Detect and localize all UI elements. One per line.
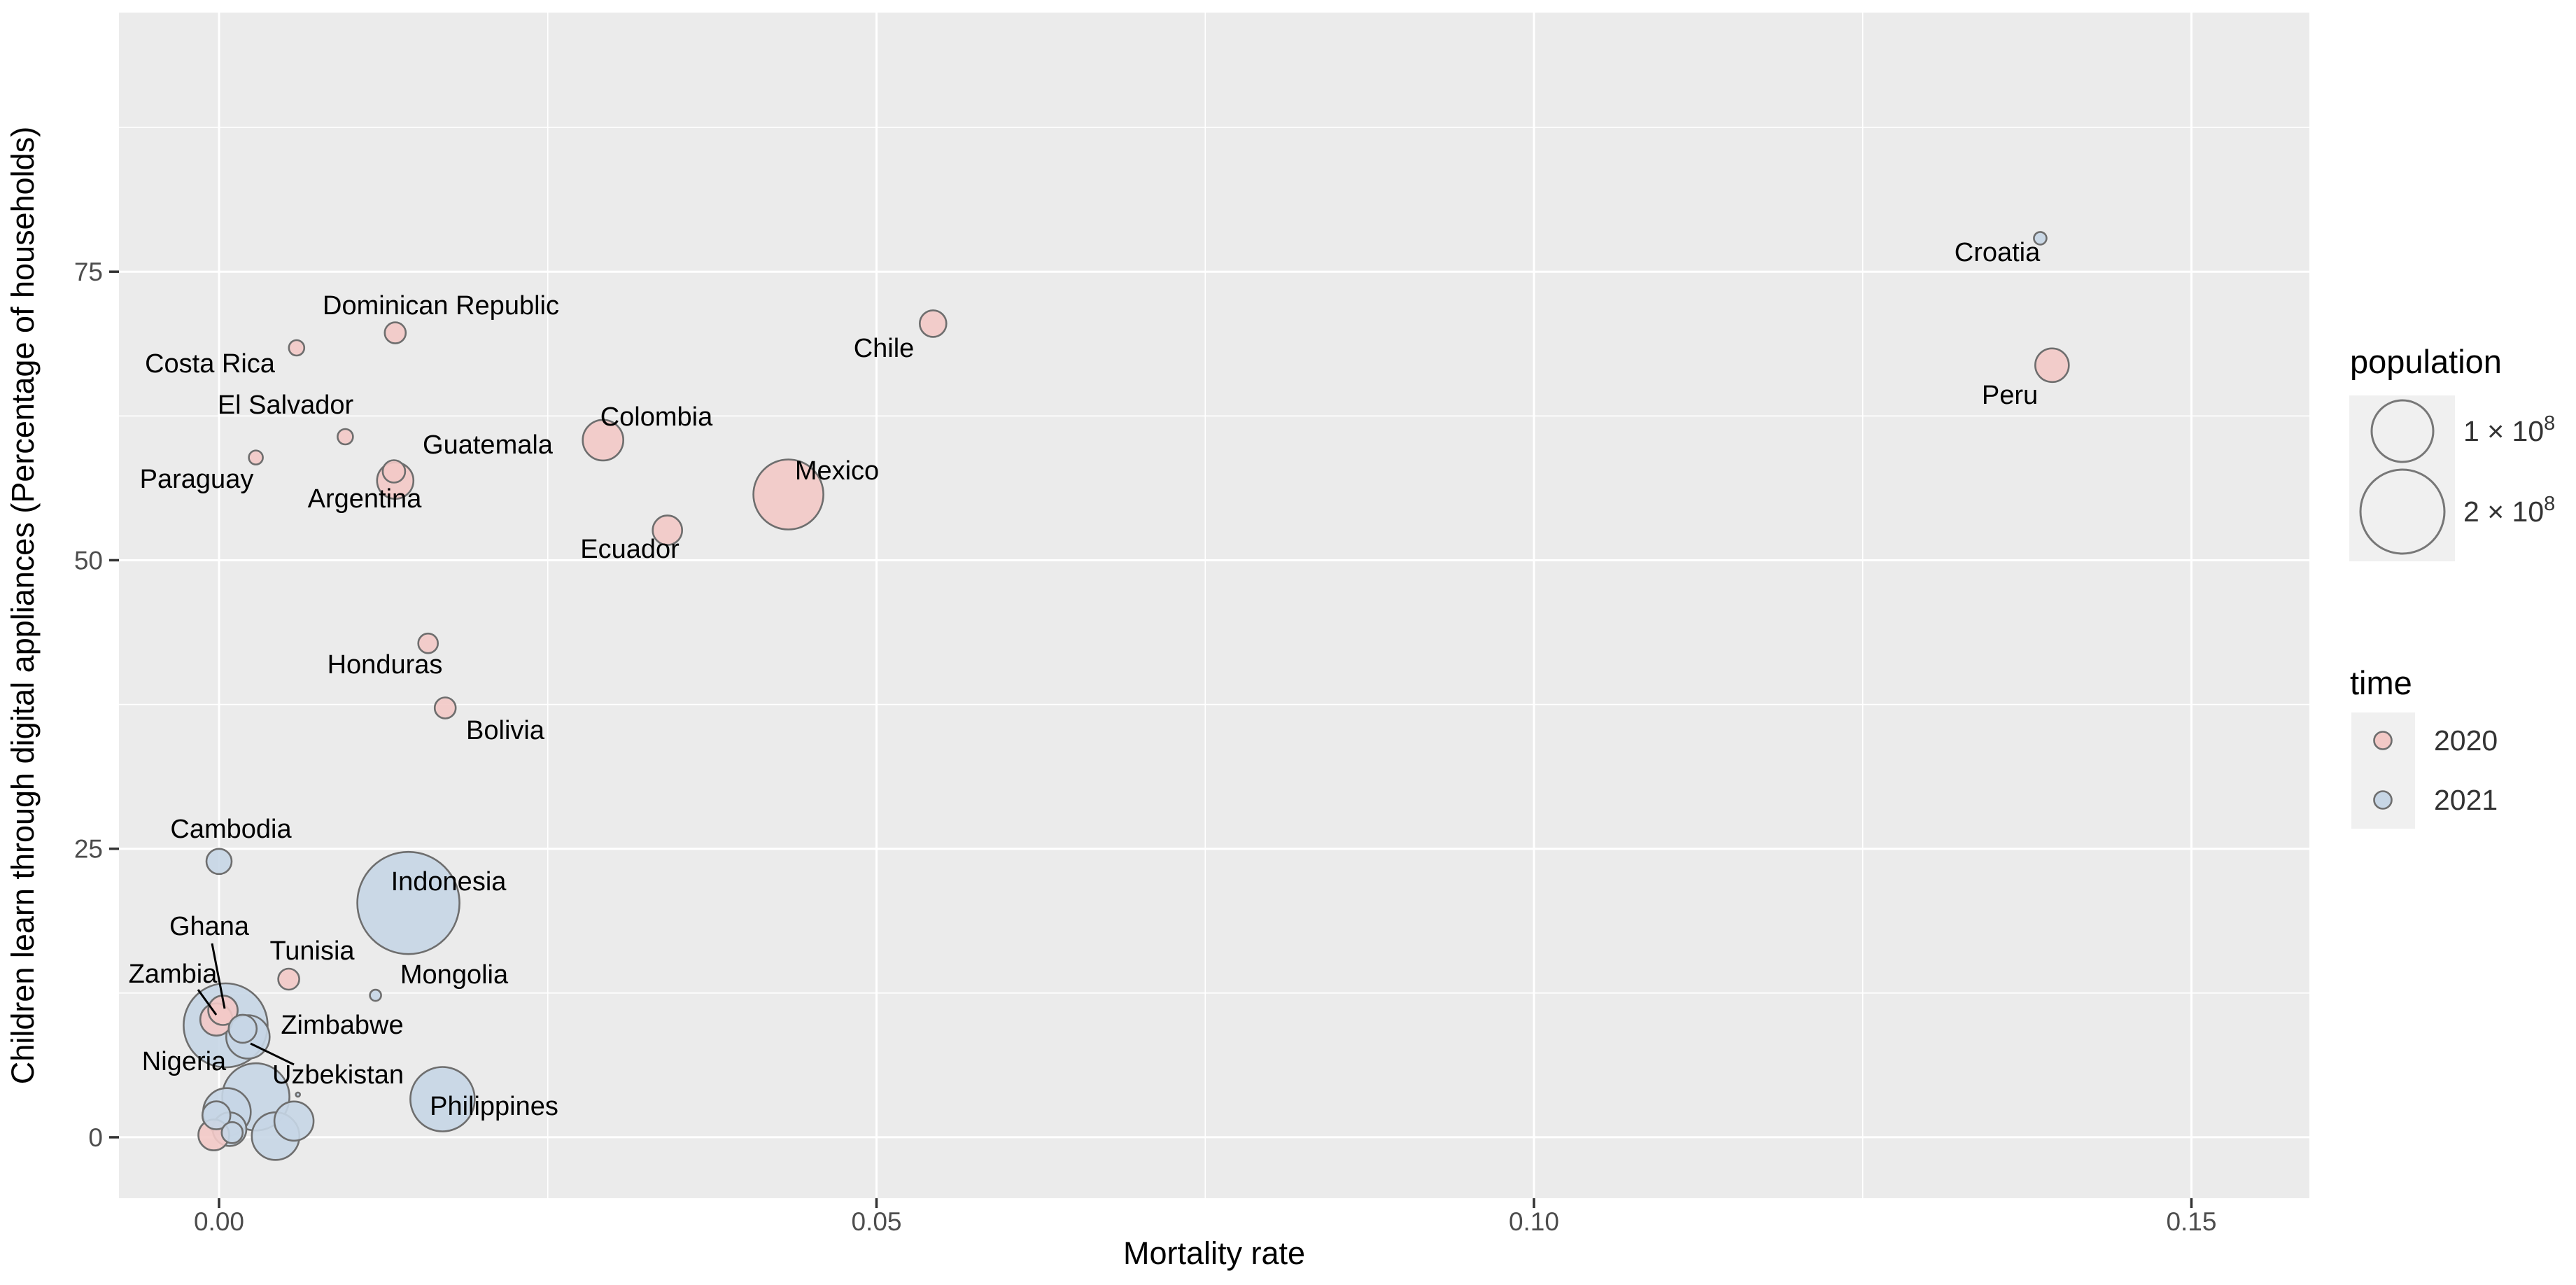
country-label-dominican-republic: Dominican Republic <box>323 291 559 321</box>
gridlines-minor <box>119 13 2309 1198</box>
x-tick-label: 0.00 <box>194 1207 244 1236</box>
y-tick-label: 50 <box>74 546 103 575</box>
country-label-philippines: Philippines <box>430 1092 558 1121</box>
country-label-colombia: Colombia <box>600 402 713 432</box>
country-label-indonesia: Indonesia <box>391 867 507 897</box>
country-label-croatia: Croatia <box>1955 238 2041 267</box>
leader-line-uzbekistan <box>250 1042 295 1066</box>
country-label-uzbekistan: Uzbekistan <box>272 1060 404 1090</box>
country-label-bolivia: Bolivia <box>466 716 545 745</box>
bubble-unlabeled <box>220 1121 244 1144</box>
bubble-mexico <box>752 458 824 531</box>
leader-line-zambia <box>197 989 218 1016</box>
country-label-argentina: Argentina <box>308 484 423 514</box>
bubble-colombia <box>582 419 625 462</box>
country-label-nigeria: Nigeria <box>142 1047 227 1076</box>
bubble-honduras <box>417 632 439 654</box>
bubble-croatia <box>2033 231 2048 246</box>
label-leader-lines <box>197 943 295 1066</box>
y-tick-label: 0 <box>88 1123 103 1152</box>
legend-population-circle-2 <box>2359 468 2446 555</box>
country-label-zimbabwe: Zimbabwe <box>281 1011 403 1040</box>
legend-population-label-1: 1 × 108 <box>2463 412 2555 447</box>
country-label-tunisia: Tunisia <box>269 936 355 966</box>
country-label-ecuador: Ecuador <box>580 535 680 564</box>
country-label-mexico: Mexico <box>795 456 879 486</box>
bubble-ecuador <box>652 514 684 546</box>
legend-population-circle-1 <box>2370 399 2435 463</box>
legend-population-entries: 1 × 108 2 × 108 <box>2359 399 2555 555</box>
x-tick-label: 0.15 <box>2166 1207 2216 1236</box>
bubble-cambodia <box>205 848 233 876</box>
legend-time: time 2020 2021 <box>2350 664 2498 829</box>
plot-panel <box>119 13 2309 1198</box>
country-label-costa-rica: Costa Rica <box>145 349 276 379</box>
legend-time-swatch-2021 <box>2373 790 2393 810</box>
legend-population-label-2: 2 × 108 <box>2463 493 2555 528</box>
bubble-unlabeled <box>295 1091 302 1098</box>
legend-time-title: time <box>2350 664 2412 701</box>
gridlines-major <box>119 13 2309 1198</box>
country-label-zambia: Zambia <box>129 960 218 989</box>
legend-population-key-bg <box>2349 395 2455 561</box>
country-label-guatemala: Guatemala <box>423 430 554 460</box>
bubble-philippines <box>409 1066 476 1132</box>
bubble-indonesia <box>356 850 460 955</box>
x-tick-label: 0.10 <box>1509 1207 1559 1236</box>
y-tick-label: 25 <box>74 835 103 864</box>
legend-time-swatch-2020 <box>2373 731 2393 750</box>
country-label-cambodia: Cambodia <box>170 815 292 844</box>
country-label-chile: Chile <box>854 334 915 363</box>
legend-time-label-2021: 2021 <box>2434 784 2498 816</box>
country-label-ghana: Ghana <box>169 912 250 941</box>
y-tick-labels: 0 25 50 75 <box>74 258 103 1152</box>
bubble-dominican-republic <box>383 321 407 344</box>
bubble-guatemala <box>381 459 407 484</box>
y-tick-label: 75 <box>74 258 103 286</box>
bubble-el-salvador <box>337 428 354 446</box>
bubble-unlabeled <box>201 1100 232 1130</box>
country-label-mongolia: Mongolia <box>400 960 509 990</box>
bubble-paraguay <box>248 449 264 466</box>
bubble-mongolia <box>369 988 382 1002</box>
country-labels: Indonesia Nigeria Mexico Philippines Zimbabw… <box>129 238 2041 1121</box>
country-label-honduras: Honduras <box>328 650 443 680</box>
bubble-uzbekistan <box>227 1013 258 1044</box>
legend-population-title: population <box>2350 343 2502 380</box>
legend-time-key-bg <box>2351 712 2415 829</box>
bubble-points <box>183 231 2070 1161</box>
legend-time-label-2020: 2020 <box>2434 724 2498 757</box>
bubble-tunisia <box>277 967 300 991</box>
y-axis-title: Children learn through digital appliance… <box>5 127 41 1084</box>
legend-time-entries: 2020 2021 <box>2373 724 2498 816</box>
leader-line-ghana <box>211 943 226 1009</box>
bubble-unlabeled <box>273 1100 315 1142</box>
axis-tick-marks <box>109 270 2193 1208</box>
bubble-bolivia <box>433 696 457 719</box>
country-label-paraguay: Paraguay <box>140 465 254 494</box>
x-tick-label: 0.05 <box>851 1207 901 1236</box>
country-label-el-salvador: El Salvador <box>218 391 354 420</box>
x-axis-title: Mortality rate <box>1123 1235 1305 1271</box>
bubble-costa-rica <box>288 339 306 357</box>
bubble-chile <box>919 309 948 338</box>
country-label-peru: Peru <box>1982 381 2038 410</box>
bubble-peru <box>2034 347 2070 384</box>
x-tick-labels: 0.00 0.05 0.10 0.15 <box>194 1207 2216 1236</box>
legend-population: population 1 × 108 2 × 108 <box>2349 343 2555 561</box>
